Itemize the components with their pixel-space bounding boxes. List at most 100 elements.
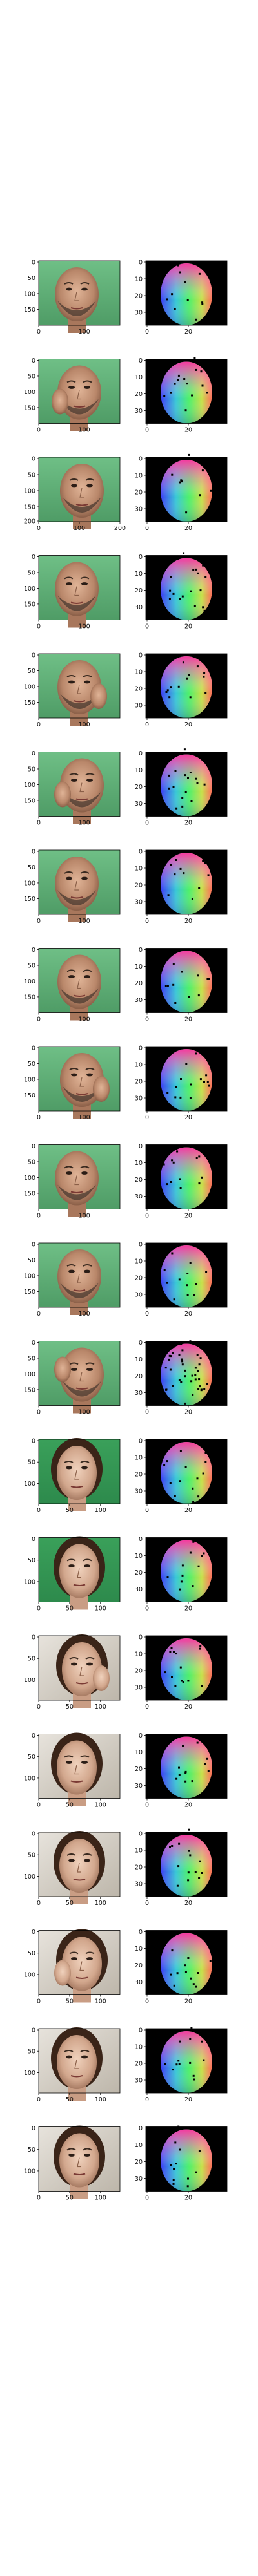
y-tick-label: 20	[135, 2061, 143, 2068]
eye	[71, 779, 77, 782]
x-tick-label: 20	[184, 1114, 192, 1121]
eyebrow	[66, 1558, 76, 1562]
x-tick-label: 50	[66, 2195, 74, 2202]
x-tick-label: 0	[37, 1114, 41, 1121]
map-missing-pixel	[179, 271, 181, 274]
x-tick-label: 100	[78, 328, 90, 336]
map-missing-pixel	[188, 1828, 190, 1831]
normal-map-panel: 0 10 20 30 0 20	[135, 1438, 228, 1514]
map-axes-frame	[145, 849, 228, 915]
x-tick-label: 0	[145, 721, 149, 728]
y-tick-label: 0	[32, 1732, 35, 1739]
map-axes-frame	[145, 2028, 228, 2094]
map-missing-pixel	[177, 685, 180, 688]
figure-row: 0 50 100 0 50 100 0 10 20 30 0 20	[24, 1732, 228, 1809]
map-missing-pixel	[183, 378, 186, 380]
figure-row: 0 50 100 150 0 100 0 10 20 30 0 20	[24, 1143, 228, 1220]
face-axes-frame	[38, 1635, 121, 1701]
beard	[57, 301, 96, 316]
map-missing-pixel	[192, 1394, 194, 1396]
y-tick-label: 0	[139, 1045, 143, 1052]
map-missing-pixel	[190, 1083, 192, 1086]
eye	[86, 779, 93, 782]
y-tick-label: 100	[24, 1371, 35, 1378]
y-tick-label: 0	[139, 1831, 143, 1838]
y-tick-label: 30	[135, 2175, 143, 2183]
map-axes-frame	[145, 1046, 228, 1112]
face-photo-panel: 0 50 100 150 0 100	[24, 1143, 121, 1220]
x-tick-label: 0	[37, 2096, 41, 2103]
y-tick-label: 20	[135, 489, 143, 497]
face-photo-panel: 0 50 100 150 0 100	[24, 947, 121, 1023]
map-missing-pixel	[197, 974, 199, 977]
y-tick-label: 30	[135, 1095, 143, 1103]
face-axes-frame	[38, 2028, 121, 2094]
y-tick-label: 20	[135, 1864, 143, 1871]
x-tick-label: 0	[37, 2195, 41, 2202]
map-missing-pixel	[210, 489, 212, 492]
map-missing-pixel	[180, 1580, 183, 1583]
map-missing-pixel	[174, 383, 176, 385]
map-missing-pixel	[202, 1472, 204, 1475]
normal-map-panel: 0 10 20 30 0 20	[135, 1536, 228, 1613]
normal-map-shading	[161, 1736, 212, 1799]
y-tick-label: 30	[135, 408, 143, 415]
map-missing-pixel	[163, 1464, 166, 1466]
map-missing-pixel	[179, 1450, 182, 1452]
map-axes-frame	[145, 457, 228, 522]
map-missing-pixel	[203, 676, 205, 678]
y-tick-label: 100	[24, 585, 35, 592]
hand	[54, 1356, 71, 1383]
map-missing-pixel	[205, 1271, 208, 1273]
map-missing-pixel	[192, 457, 194, 459]
y-tick-label: 30	[135, 1979, 143, 1986]
map-missing-pixel	[201, 2040, 203, 2043]
map-axes-frame	[145, 1439, 228, 1504]
map-missing-pixel	[203, 1081, 205, 1083]
map-missing-pixel	[185, 511, 188, 514]
y-tick-label: 100	[24, 1873, 35, 1880]
face-photo-panel: 0 50 100 0 50 100	[24, 1536, 121, 1613]
normal-map-shading	[161, 1442, 212, 1504]
map-missing-pixel	[163, 1269, 166, 1271]
x-tick-label: 0	[145, 1016, 149, 1023]
map-missing-pixel	[197, 1972, 199, 1974]
map-missing-pixel	[184, 774, 186, 777]
y-tick-label: 30	[135, 800, 143, 808]
map-missing-pixel	[190, 590, 192, 592]
map-missing-pixel	[181, 1574, 184, 1577]
x-tick-label: 0	[37, 1016, 41, 1023]
map-missing-pixel	[175, 2163, 177, 2165]
mouth	[70, 896, 83, 899]
map-missing-pixel	[181, 1564, 184, 1567]
beard	[57, 595, 96, 611]
map-missing-pixel	[174, 770, 177, 772]
map-missing-pixel	[191, 1780, 194, 1783]
figure-row: 0 50 100 150 0 100 0 10 20 30 0 20	[24, 1340, 228, 1416]
x-tick-label: 0	[37, 1213, 41, 1220]
map-axes-frame	[145, 1144, 228, 1209]
map-missing-pixel	[181, 805, 184, 808]
normal-map-shading	[161, 656, 212, 718]
eye	[68, 680, 75, 684]
map-missing-pixel	[175, 1086, 177, 1088]
face-axes-frame	[38, 1832, 121, 1897]
figure-row: 0 50 100 0 50 100 0 10 20 30 0 20	[24, 1536, 228, 1613]
map-missing-pixel	[192, 1540, 195, 1543]
map-missing-pixel	[206, 978, 209, 980]
map-missing-pixel	[195, 368, 197, 371]
map-missing-pixel	[178, 2063, 181, 2065]
map-missing-pixel	[188, 674, 190, 676]
x-tick-label: 50	[66, 1802, 74, 1809]
map-missing-pixel	[199, 1343, 201, 1345]
map-missing-pixel	[197, 1565, 200, 1567]
x-tick-label: 100	[78, 820, 90, 827]
mouth	[75, 1976, 88, 1979]
map-missing-pixel	[209, 1960, 212, 1962]
map-missing-pixel	[172, 983, 175, 986]
x-tick-label: 100	[78, 1409, 90, 1416]
beard	[63, 497, 101, 513]
map-missing-pixel	[173, 1651, 175, 1653]
x-tick-label: 0	[37, 1605, 41, 1613]
eyebrow	[69, 478, 79, 481]
